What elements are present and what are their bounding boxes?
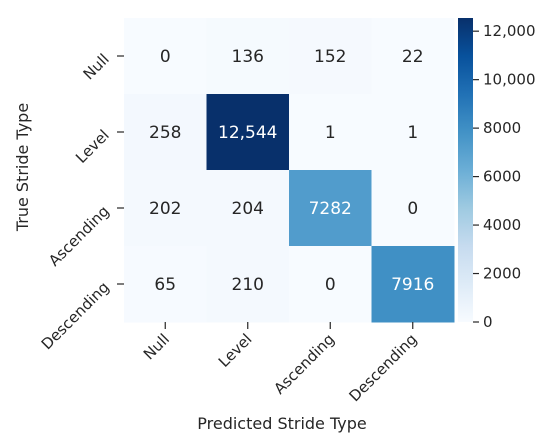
cell-value-label: 7916: [391, 275, 434, 295]
colorbar-gradient: [458, 18, 473, 322]
cell-value-label: 204: [232, 199, 264, 219]
cell-value-label: 0: [325, 275, 336, 295]
cell-value-label: 210: [232, 275, 264, 295]
cell-value-label: 7282: [309, 199, 352, 219]
cell-value-label: 0: [160, 47, 171, 67]
cell-value-label: 0: [407, 199, 418, 219]
x-tick-label: Descending: [345, 330, 420, 405]
y-tick-label: Level: [72, 126, 113, 167]
heatmap-cell: [124, 18, 207, 95]
x-axis-ticks: Null Level Ascending Descending: [140, 322, 421, 405]
colorbar-tick-label: 0: [483, 313, 493, 331]
heatmap-cell: [124, 94, 207, 171]
y-axis-ticks: Null Level Ascending Descending: [38, 50, 124, 353]
x-axis-title: Predicted Stride Type: [197, 414, 366, 433]
heatmap-cells: [124, 18, 455, 323]
x-tick-label: Ascending: [270, 330, 338, 398]
heatmap-cell-labels: 0 136 152 22 258 12,544 1 1 202 204 7282 0 65 210 0 791…: [149, 47, 434, 295]
cell-value-label: 1: [325, 123, 336, 143]
heatmap-cell: [371, 18, 455, 95]
colorbar-tick-label: 6000: [483, 168, 521, 186]
cell-value-label: 22: [402, 47, 424, 67]
y-tick-label: Null: [80, 50, 113, 83]
colorbar-tick-label: 12,000: [483, 22, 536, 40]
heatmap-cell: [206, 246, 290, 323]
cell-value-label: 65: [154, 275, 176, 295]
cell-value-label: 258: [149, 123, 181, 143]
heatmap-cell: [289, 170, 372, 247]
y-axis-title: True Stride Type: [13, 103, 32, 232]
heatmap-cell: [124, 170, 207, 247]
cell-value-label: 152: [314, 47, 346, 67]
colorbar-ticks: 0 2000 4000 6000 8000 10,000 12,000: [473, 22, 536, 331]
heatmap-cell: [289, 18, 372, 95]
x-tick-label: Null: [140, 330, 173, 363]
heatmap-cell: [124, 246, 207, 323]
heatmap-cell: [371, 94, 455, 171]
x-tick-label: Level: [215, 330, 256, 371]
heatmap-cell: [206, 18, 290, 95]
heatmap-cell: [289, 94, 372, 171]
heatmap-cell: [206, 170, 290, 247]
heatmap-cell: [371, 170, 455, 247]
cell-value-label: 12,544: [218, 123, 277, 143]
heatmap-cell: [289, 246, 372, 323]
cell-value-label: 136: [232, 47, 264, 67]
y-tick-label: Descending: [38, 278, 113, 353]
cell-value-label: 1: [407, 123, 418, 143]
heatmap-cell: [206, 94, 290, 171]
colorbar-tick-label: 2000: [483, 265, 521, 283]
colorbar-tick-label: 10,000: [483, 71, 536, 89]
heatmap-cell: [371, 246, 455, 323]
colorbar-tick-label: 8000: [483, 119, 521, 137]
colorbar: [458, 18, 473, 322]
colorbar-tick-label: 4000: [483, 216, 521, 234]
cell-value-label: 202: [149, 199, 181, 219]
y-tick-label: Ascending: [45, 202, 113, 270]
